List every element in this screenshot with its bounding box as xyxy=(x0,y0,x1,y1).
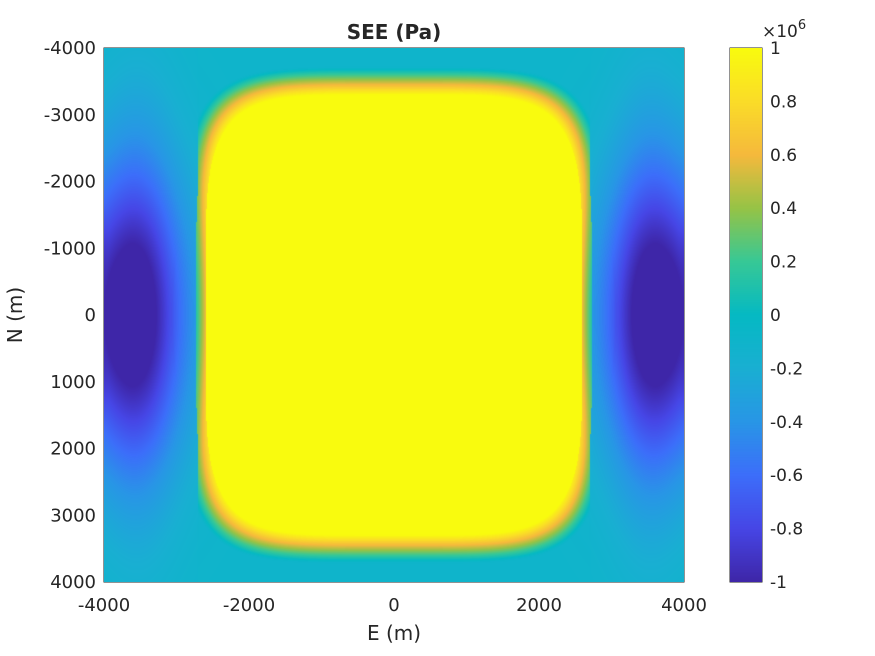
y-tick-label: 1000 xyxy=(50,372,96,393)
colorbar-exponent: ×106 xyxy=(762,18,806,42)
colorbar-tick-label: 0.4 xyxy=(770,199,797,219)
y-tick-label: 4000 xyxy=(50,572,96,593)
colorbar-ticks: -1 -0.8 -0.6 -0.4 -0.2 0 0.2 0.4 0.6 0.8 1 xyxy=(757,39,803,593)
colorbar-tick-label: -0.2 xyxy=(770,359,803,379)
y-axis-label: N (m) xyxy=(3,287,27,343)
colorbar-tick-label: 0.6 xyxy=(770,146,797,166)
heatmap-image xyxy=(104,48,684,582)
colorbar-tick-label: -1 xyxy=(770,573,787,593)
x-axis-label: E (m) xyxy=(367,621,421,645)
x-tick-label: 4000 xyxy=(661,595,707,616)
chart-title: SEE (Pa) xyxy=(347,20,442,44)
y-tick-label: -1000 xyxy=(44,238,96,259)
colorbar-tick-label: 1 xyxy=(770,39,781,59)
colorbar-tick-label: 0.8 xyxy=(770,92,797,112)
colorbar-gradient xyxy=(730,48,762,582)
y-tick-label: -4000 xyxy=(44,38,96,59)
x-tick-label: 2000 xyxy=(516,595,562,616)
colorbar-tick-label: 0 xyxy=(770,306,781,326)
x-tick-label: 0 xyxy=(388,595,399,616)
colorbar-tick-label: -0.8 xyxy=(770,520,803,540)
colorbar-exponent-base: ×10 xyxy=(762,22,798,42)
y-tick-label: -2000 xyxy=(44,172,96,193)
y-tick-label: 2000 xyxy=(50,439,96,460)
colorbar-exponent-power: 6 xyxy=(798,18,806,33)
colorbar-tick-label: -0.4 xyxy=(770,413,803,433)
y-tick-label: 3000 xyxy=(50,505,96,526)
x-tick-label: -4000 xyxy=(78,595,130,616)
y-tick-label: 0 xyxy=(85,305,96,326)
colorbar-tick-label: 0.2 xyxy=(770,253,797,273)
colorbar-tick-label: -0.6 xyxy=(770,466,803,486)
y-tick-label: -3000 xyxy=(44,105,96,126)
x-tick-label: -2000 xyxy=(223,595,275,616)
